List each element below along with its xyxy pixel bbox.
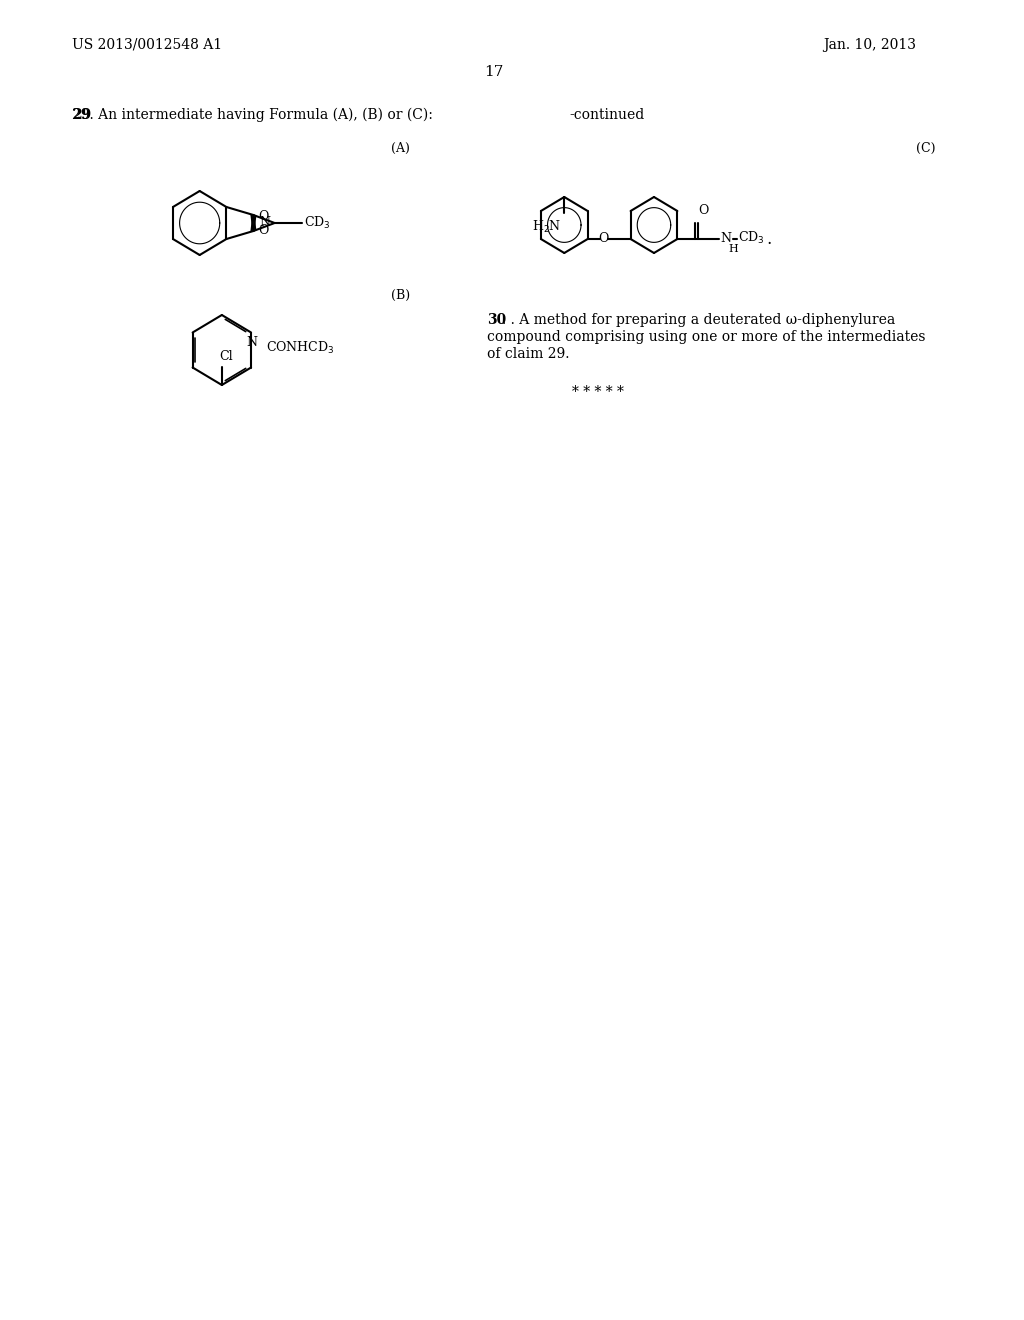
Text: N: N [721,232,732,246]
Text: O: O [258,223,268,236]
Text: * * * * *: * * * * * [572,385,624,399]
Text: Jan. 10, 2013: Jan. 10, 2013 [823,38,916,51]
Text: US 2013/0012548 A1: US 2013/0012548 A1 [73,38,222,51]
Text: .: . [766,231,771,248]
Text: H$_2$N: H$_2$N [531,219,561,235]
Text: CONHCD$_3$: CONHCD$_3$ [265,339,334,355]
Text: of claim 29.: of claim 29. [487,347,569,360]
Text: . . A method for preparing a deuterated ω-diphenylurea: . . A method for preparing a deuterated … [502,313,895,327]
Text: Cl: Cl [219,350,232,363]
Text: N: N [247,337,258,350]
Text: -continued: -continued [569,108,644,121]
Text: O: O [258,210,268,223]
Text: O: O [598,232,608,246]
Text: compound comprising using one or more of the intermediates: compound comprising using one or more of… [487,330,926,345]
Text: O: O [698,205,709,216]
Text: (B): (B) [390,289,410,301]
Text: (A): (A) [390,141,410,154]
Text: 30: 30 [487,313,506,327]
Text: N: N [260,216,270,230]
Text: 17: 17 [484,65,504,79]
Text: CD$_3$: CD$_3$ [738,230,765,246]
Text: H: H [728,244,738,253]
Text: (C): (C) [916,141,936,154]
Text: 29. An intermediate having Formula (A), (B) or (C):: 29. An intermediate having Formula (A), … [73,108,433,123]
Text: 29: 29 [73,108,91,121]
Text: CD$_3$: CD$_3$ [303,215,330,231]
